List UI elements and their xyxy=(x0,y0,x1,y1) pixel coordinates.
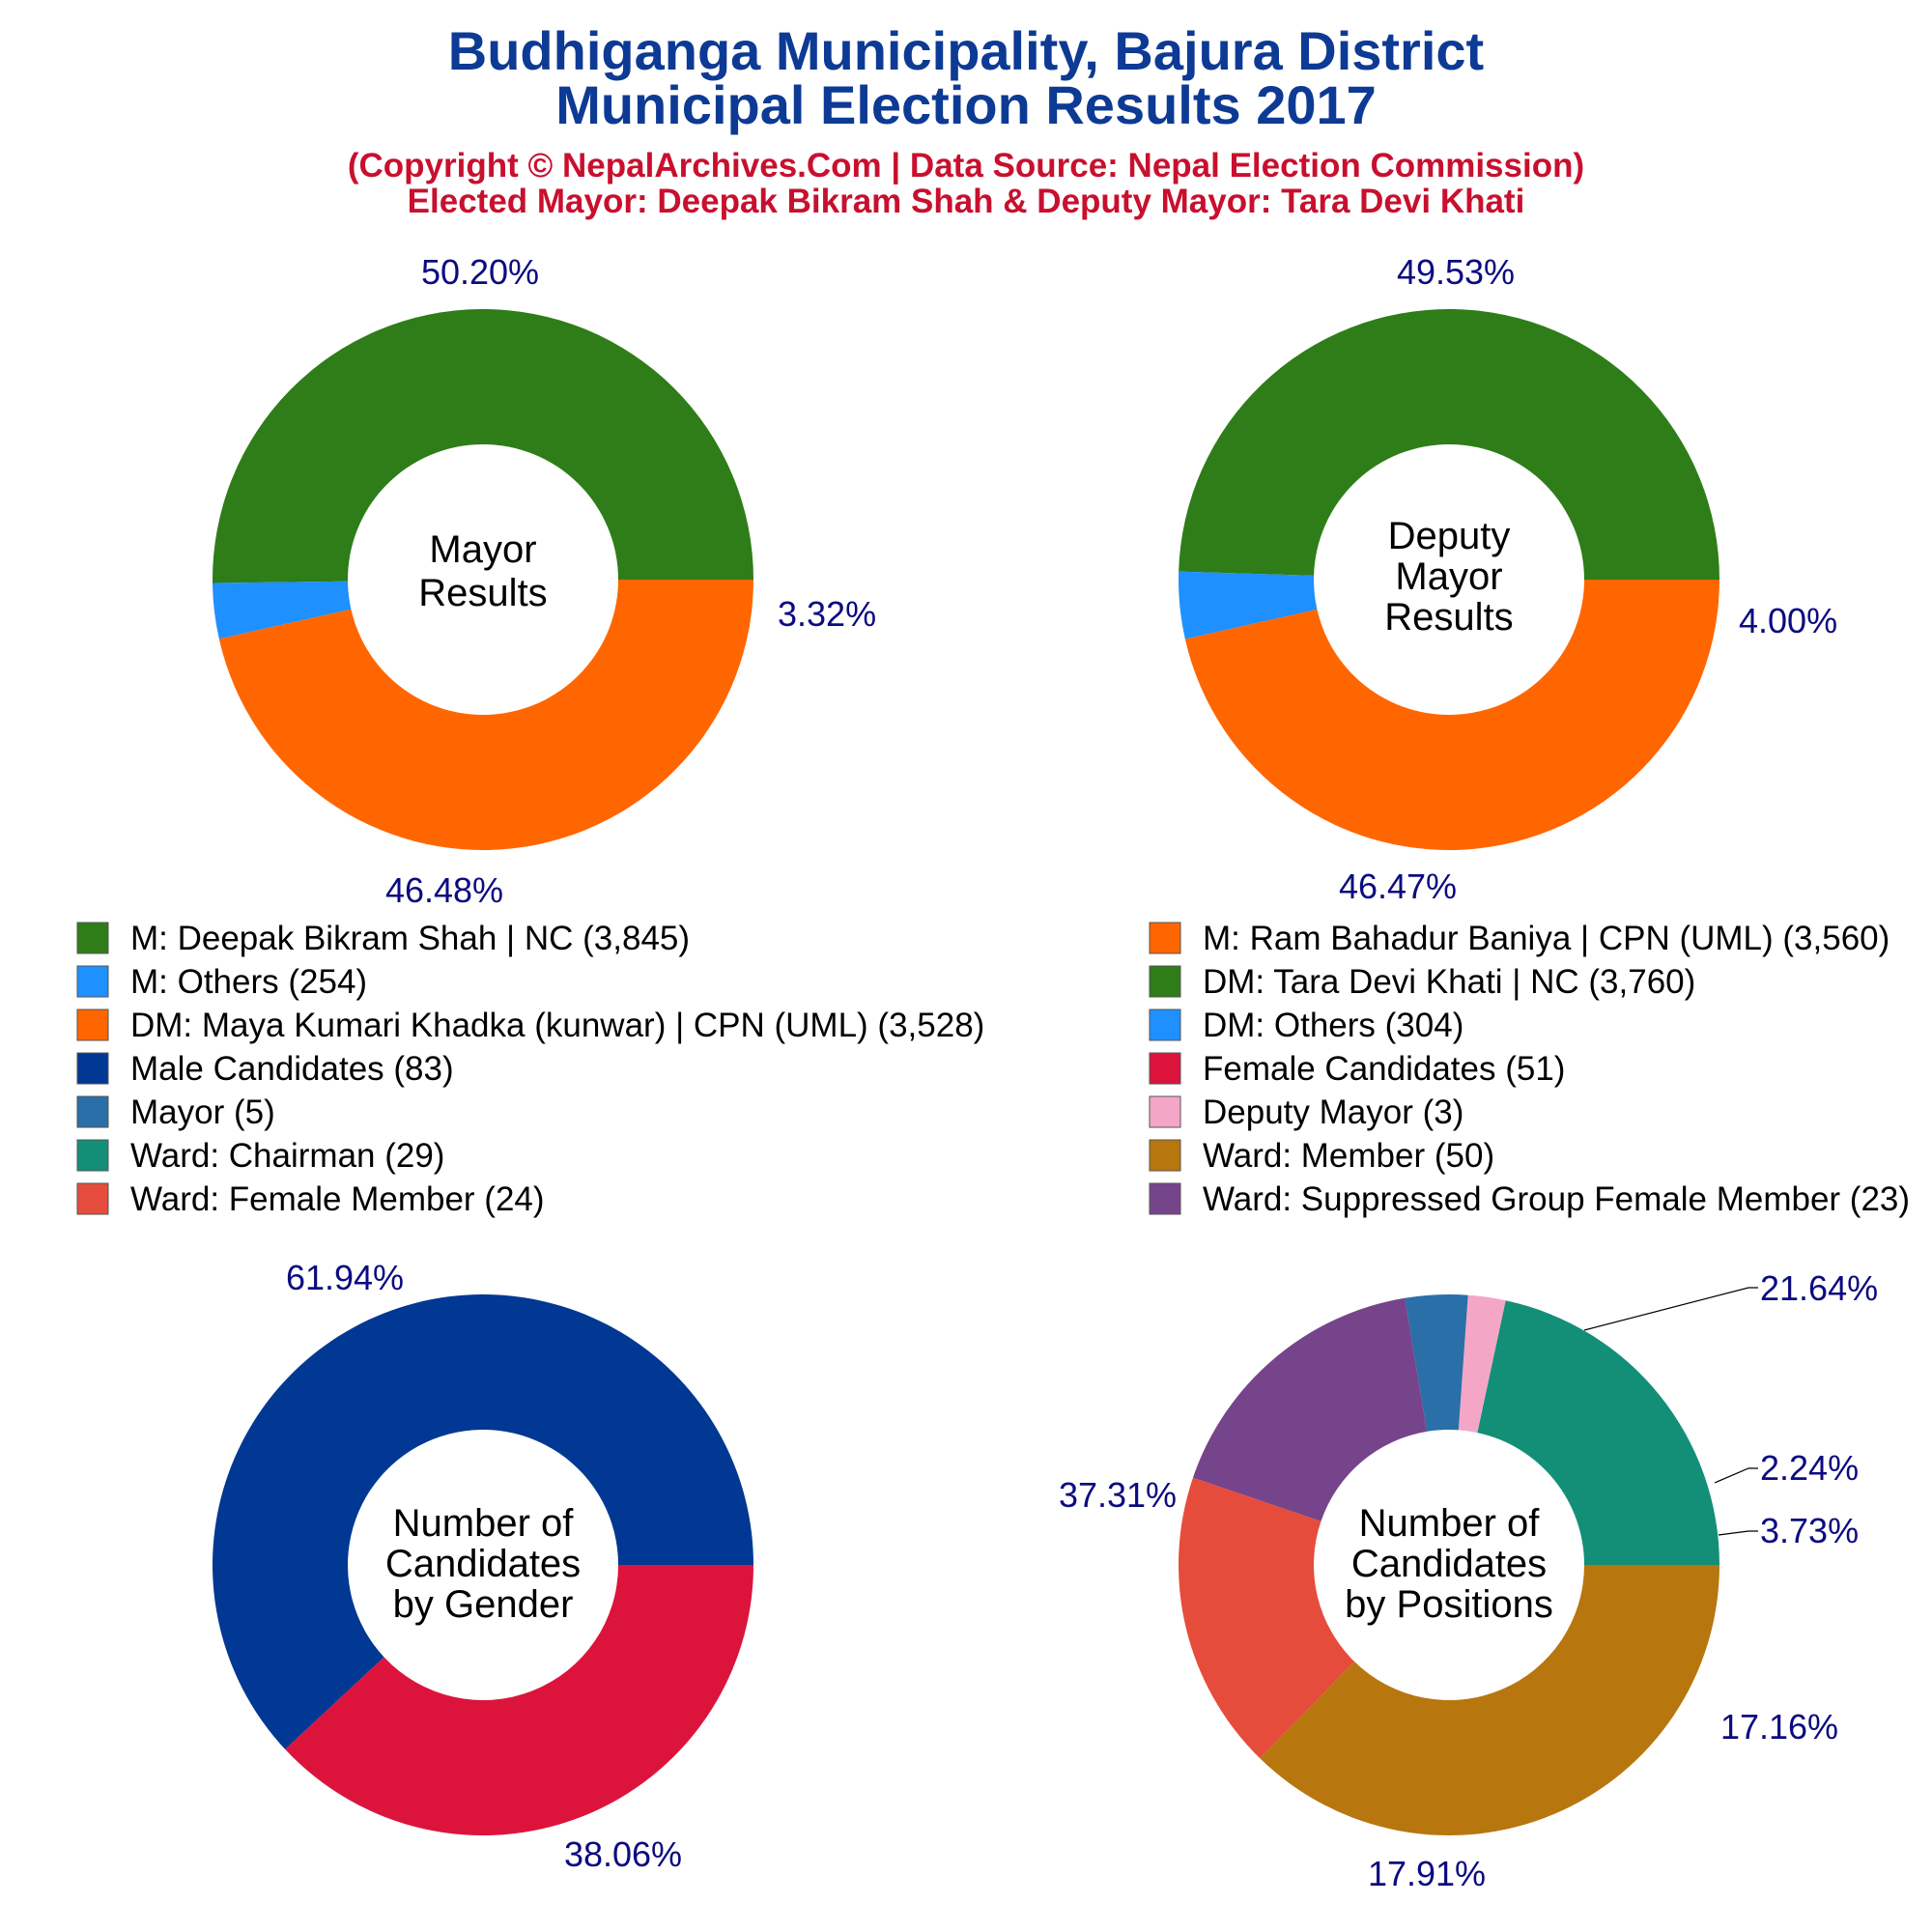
percent-label: 46.48% xyxy=(385,870,503,910)
percent-label: 17.91% xyxy=(1368,1854,1486,1893)
pie-slice xyxy=(285,1565,753,1835)
pie-slice xyxy=(213,1294,754,1749)
chart-center-label: Mayor xyxy=(429,528,536,571)
pie-slice xyxy=(1179,1477,1355,1759)
legend-swatch xyxy=(76,965,109,998)
pie-slice xyxy=(218,580,753,851)
pie-slice xyxy=(1477,1300,1719,1565)
legend-swatch xyxy=(1149,1052,1181,1085)
pie-slice xyxy=(1184,580,1719,850)
legend-label: Male Candidates (83) xyxy=(130,1050,454,1088)
chart-center-label: Mayor xyxy=(1395,555,1502,598)
legend: M: Deepak Bikram Shah | NC (3,845) M: Oth… xyxy=(76,920,1910,1218)
chart-center-label: by Gender xyxy=(393,1583,574,1626)
percent-label: 46.47% xyxy=(1339,867,1457,906)
percent-label: 3.32% xyxy=(778,594,876,634)
legend-label: Ward: Suppressed Group Female Member (23… xyxy=(1203,1180,1910,1218)
legend-swatch xyxy=(1149,1009,1181,1041)
percent-label: 61.94% xyxy=(286,1258,404,1297)
pie-slice xyxy=(1192,1297,1428,1521)
percent-label: 49.53% xyxy=(1397,252,1515,292)
percent-label: 3.73% xyxy=(1760,1511,1859,1550)
legend-swatch xyxy=(1149,1095,1181,1128)
legend-label: M: Ram Bahadur Baniya | CPN (UML) (3,560… xyxy=(1203,920,1889,957)
legend-swatch xyxy=(76,1009,109,1041)
pie-slice xyxy=(1179,571,1318,639)
legend-label: M: Deepak Bikram Shah | NC (3,845) xyxy=(130,920,690,957)
chart-title-line1: Budhiganga Municipality, Bajura District xyxy=(448,20,1484,81)
legend-swatch xyxy=(1149,922,1181,954)
percent-label: 17.16% xyxy=(1720,1707,1838,1747)
pie-slice xyxy=(1179,309,1719,580)
label-leader-line xyxy=(1714,1467,1758,1484)
pie-slice xyxy=(1405,1294,1468,1432)
legend-label: DM: Others (304) xyxy=(1203,1007,1463,1044)
legend-label: Mayor (5) xyxy=(130,1094,275,1131)
legend-label: Ward: Female Member (24) xyxy=(130,1180,545,1218)
percent-label: 50.20% xyxy=(421,252,539,292)
chart-center-label: by Positions xyxy=(1345,1583,1553,1626)
chart-center-label: Number of xyxy=(1359,1502,1541,1545)
legend-label: DM: Tara Devi Khati | NC (3,760) xyxy=(1203,963,1695,1001)
pie-slice xyxy=(1458,1294,1506,1434)
percent-label: 38.06% xyxy=(564,1834,682,1874)
legend-label: Deputy Mayor (3) xyxy=(1203,1094,1463,1131)
pie-slice xyxy=(213,309,754,583)
legend-swatch xyxy=(76,1139,109,1172)
legend-swatch xyxy=(76,922,109,954)
legend-swatch xyxy=(1149,965,1181,998)
donut-chart-4: 21.64% 2.24% 3.73% 17.16% 17.91% 37.31% Number… xyxy=(1059,1268,1878,1893)
chart-center-label: Results xyxy=(1384,596,1513,639)
figure-header: Budhiganga Municipality, Bajura District… xyxy=(348,20,1584,220)
legend-label: M: Others (254) xyxy=(130,963,367,1001)
chart-center-label: Results xyxy=(418,572,547,614)
percent-label: 2.24% xyxy=(1760,1448,1859,1488)
legend-label: Ward: Chairman (29) xyxy=(130,1137,444,1175)
legend-swatch xyxy=(76,1052,109,1085)
donut-charts: 50.20%3.32%46.48%MayorResults49.53%4.00%… xyxy=(213,252,1878,1893)
legend-swatch xyxy=(76,1182,109,1215)
chart-title-line2: Municipal Election Results 2017 xyxy=(555,74,1377,135)
chart-subtitle-copyright: (Copyright © NepalArchives.Com | Data So… xyxy=(348,147,1584,185)
percent-label: 37.31% xyxy=(1059,1475,1177,1515)
percent-label: 21.64% xyxy=(1760,1268,1878,1308)
pie-slice xyxy=(213,581,352,639)
legend-label: DM: Maya Kumari Khadka (kunwar) | CPN (U… xyxy=(130,1007,984,1044)
chart-center-label: Candidates xyxy=(1351,1543,1547,1585)
pie-slice xyxy=(1260,1565,1719,1835)
chart-center-label: Candidates xyxy=(385,1543,581,1585)
chart-subtitle-elected: Elected Mayor: Deepak Bikram Shah & Depu… xyxy=(408,183,1525,220)
label-leader-line xyxy=(1583,1287,1758,1331)
chart-center-label: Number of xyxy=(393,1502,575,1545)
legend-label: Ward: Member (50) xyxy=(1203,1137,1494,1175)
legend-swatch xyxy=(76,1095,109,1128)
chart-center-label: Deputy xyxy=(1388,515,1511,557)
legend-label: Female Candidates (51) xyxy=(1203,1050,1565,1088)
legend-swatch xyxy=(1149,1182,1181,1215)
percent-label: 4.00% xyxy=(1739,601,1837,640)
legend-swatch xyxy=(1149,1139,1181,1172)
label-leader-line xyxy=(1718,1530,1758,1536)
